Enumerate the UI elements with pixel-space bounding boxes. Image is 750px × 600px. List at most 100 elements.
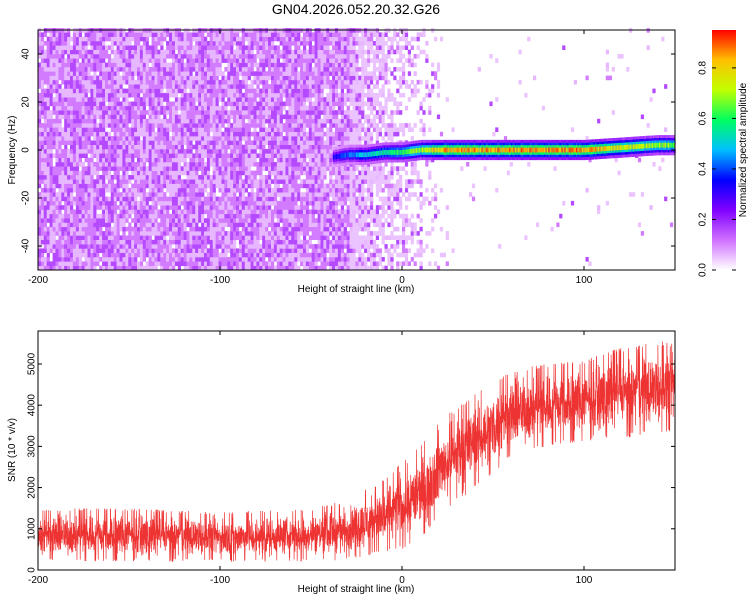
heatmap-cell xyxy=(116,231,120,236)
heatmap-cell xyxy=(148,84,152,89)
heatmap-cell xyxy=(262,222,266,228)
heatmap-cell xyxy=(166,170,170,176)
heatmap-cell xyxy=(131,140,135,145)
heatmap-cell xyxy=(151,105,155,111)
heatmap-cell xyxy=(163,110,167,115)
heatmap-cell xyxy=(256,248,260,253)
heatmap-cell xyxy=(259,196,263,202)
heatmap-cell xyxy=(215,131,219,137)
heatmap-cell xyxy=(279,213,283,219)
heatmap-cell xyxy=(186,36,190,42)
heatmap-cell xyxy=(198,88,202,94)
heatmap-cell xyxy=(183,170,187,176)
heatmap-cell xyxy=(305,179,310,184)
heatmap-cell xyxy=(70,131,74,137)
heatmap-cell xyxy=(253,97,257,102)
heatmap-cell xyxy=(75,231,80,236)
heatmap-cell xyxy=(46,257,50,262)
heatmap-cell xyxy=(148,175,152,180)
heatmap-cell xyxy=(157,101,161,107)
heatmap-cell xyxy=(154,97,158,102)
heatmap-cell xyxy=(189,144,193,150)
heatmap-cell xyxy=(49,187,53,193)
heatmap-cell xyxy=(221,183,225,189)
heatmap-cell xyxy=(70,84,74,89)
heatmap-cell xyxy=(43,231,47,236)
heatmap-cell xyxy=(238,140,243,145)
heatmap-cell xyxy=(67,92,71,98)
heatmap-cell xyxy=(148,88,152,94)
heatmap-cell xyxy=(285,244,289,249)
heatmap-cell xyxy=(87,235,91,240)
heatmap-cell xyxy=(40,248,45,253)
heatmap-cell xyxy=(87,261,91,266)
heatmap-cell xyxy=(113,235,117,240)
heatmap-cell xyxy=(300,222,304,228)
heatmap-cell xyxy=(125,179,129,184)
heatmap-cell xyxy=(154,248,158,253)
heatmap-cell xyxy=(183,248,187,253)
heatmap-cell xyxy=(198,196,202,202)
heatmap-cell xyxy=(38,131,42,137)
heatmap-cell xyxy=(303,71,307,76)
heatmap-cell xyxy=(52,196,56,202)
heatmap-cell xyxy=(262,166,266,171)
heatmap-cell xyxy=(247,114,251,120)
heatmap-cell xyxy=(142,200,146,206)
heatmap-cell xyxy=(172,127,176,132)
heatmap-cell xyxy=(247,235,251,240)
heatmap-cell xyxy=(110,118,114,124)
heatmap-cell xyxy=(221,162,225,167)
heatmap-cell xyxy=(122,140,126,145)
heatmap-cell xyxy=(227,179,231,184)
heatmap-cell xyxy=(96,213,100,219)
heatmap-cell xyxy=(139,187,144,193)
heatmap-cell xyxy=(241,123,245,128)
heatmap-cell xyxy=(303,218,307,223)
heatmap-cell xyxy=(183,140,187,145)
heatmap-cell xyxy=(70,149,74,154)
heatmap-cell xyxy=(288,144,292,150)
heatmap-cell xyxy=(201,222,205,228)
heatmap-cell xyxy=(247,118,251,124)
heatmap-cell xyxy=(142,153,146,158)
heatmap-cell xyxy=(142,257,146,262)
heatmap-cell xyxy=(303,235,307,240)
heatmap-cell xyxy=(308,222,312,228)
heatmap-cell xyxy=(107,114,112,120)
heatmap-cell xyxy=(250,231,254,236)
heatmap-cell xyxy=(172,140,176,145)
heatmap-cell xyxy=(262,218,266,223)
heatmap-cell xyxy=(96,183,100,189)
heatmap-cell xyxy=(279,144,283,150)
heatmap-cell xyxy=(218,140,222,145)
heatmap-cell xyxy=(279,88,283,94)
heatmap-cell xyxy=(238,136,243,141)
heatmap-cell xyxy=(72,123,77,128)
heatmap-cell xyxy=(113,205,117,210)
heatmap-cell xyxy=(75,239,80,245)
heatmap-cell xyxy=(154,54,158,59)
heatmap-cell xyxy=(96,58,100,63)
heatmap-cell xyxy=(259,261,263,266)
heatmap-cell xyxy=(212,110,216,115)
heatmap-cell xyxy=(72,244,77,249)
heatmap-cell xyxy=(209,265,213,271)
heatmap-cell xyxy=(90,84,94,89)
heatmap-cell xyxy=(215,265,219,271)
heatmap-cell xyxy=(189,127,193,132)
heatmap-cell xyxy=(297,58,301,63)
heatmap-cell xyxy=(84,71,88,76)
heatmap-cell xyxy=(212,153,216,158)
heatmap-cell xyxy=(265,97,269,102)
heatmap-cell xyxy=(259,58,263,63)
heatmap-cell xyxy=(119,136,123,141)
heatmap-cell xyxy=(46,58,50,63)
heatmap-cell xyxy=(282,84,286,89)
heatmap-cell xyxy=(265,231,269,236)
heatmap-cell xyxy=(64,187,68,193)
heatmap-cell xyxy=(271,123,275,128)
heatmap-cell xyxy=(183,200,187,206)
heatmap-cell xyxy=(67,205,71,210)
heatmap-cell xyxy=(172,170,176,176)
